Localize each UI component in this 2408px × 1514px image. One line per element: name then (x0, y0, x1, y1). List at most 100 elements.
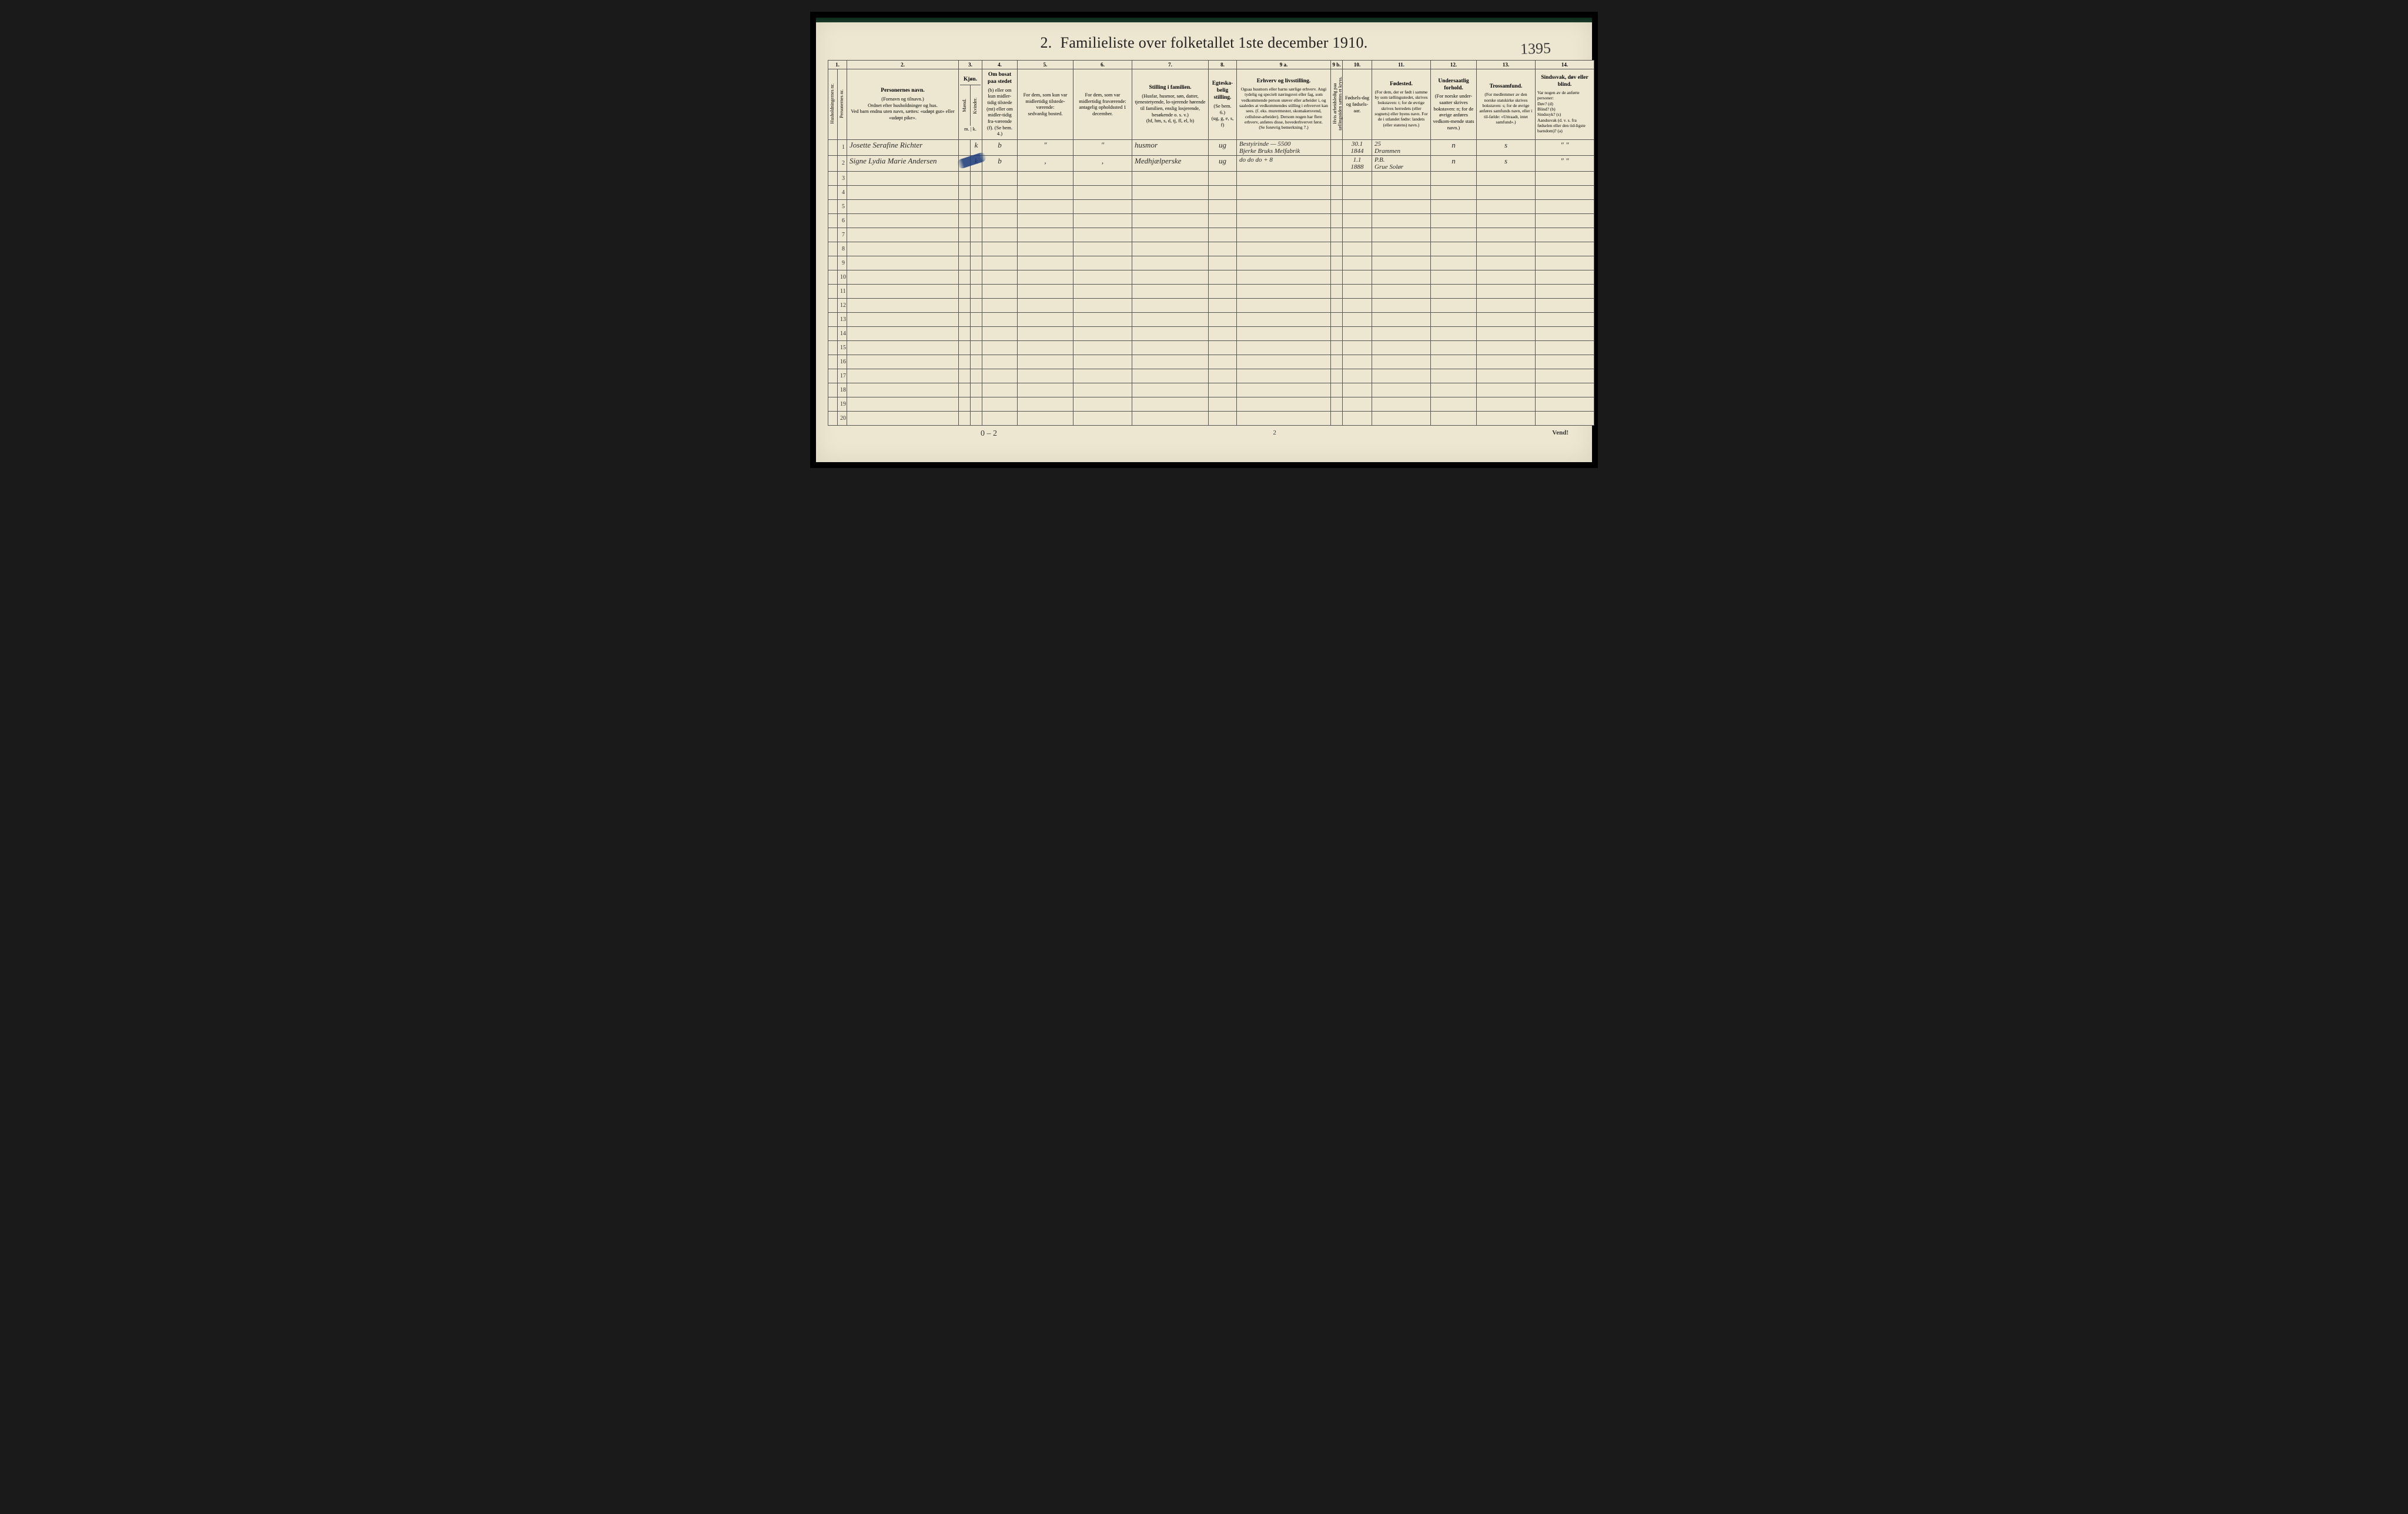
top-edge (816, 18, 1592, 22)
table-cell: s (1477, 155, 1536, 171)
table-cell (1331, 340, 1343, 355)
table-cell (828, 340, 838, 355)
table-cell (1343, 298, 1372, 312)
table-cell (1237, 411, 1331, 425)
table-cell (1209, 355, 1237, 369)
table-row: 2Signe Lydia Marie Andersenkb,,Medhjælpe… (828, 155, 1594, 171)
table-cell (1209, 340, 1237, 355)
table-cell (1431, 411, 1477, 425)
hdr-name: Personernes navn. (Fornavn og tilnavn.) … (847, 69, 959, 140)
table-cell: " (1018, 139, 1073, 155)
table-cell (1018, 411, 1073, 425)
table-cell (1018, 298, 1073, 312)
table-cell (1536, 284, 1594, 298)
table-cell (982, 383, 1018, 397)
table-cell (1372, 256, 1431, 270)
table-cell (1237, 171, 1331, 185)
table-cell (1073, 298, 1132, 312)
table-cell (828, 411, 838, 425)
table-cell (828, 326, 838, 340)
table-cell (1209, 270, 1237, 284)
colnum-13: 13. (1477, 61, 1536, 69)
table-cell (1431, 326, 1477, 340)
table-cell (1477, 242, 1536, 256)
table-cell (1536, 228, 1594, 242)
table-cell (1536, 199, 1594, 213)
table-cell: 18 (838, 383, 847, 397)
table-cell (828, 185, 838, 199)
table-cell (1073, 312, 1132, 326)
table-cell (1132, 369, 1209, 383)
table-cell (982, 256, 1018, 270)
colnum-9b: 9 b. (1331, 61, 1343, 69)
table-cell (1372, 369, 1431, 383)
table-cell (1073, 213, 1132, 228)
colnum-4: 4. (982, 61, 1018, 69)
table-cell (971, 369, 982, 383)
table-cell: P.B. Grue Solør (1372, 155, 1431, 171)
table-cell (959, 284, 971, 298)
table-cell (1431, 355, 1477, 369)
table-cell (1018, 185, 1073, 199)
table-cell (959, 326, 971, 340)
table-cell (1477, 256, 1536, 270)
table-row: 4 (828, 185, 1594, 199)
table-cell (1477, 355, 1536, 369)
table-cell (847, 256, 959, 270)
table-cell: 12 (838, 298, 847, 312)
table-cell (1073, 256, 1132, 270)
table-cell (982, 411, 1018, 425)
footer: 0 – 2 2 Vend! (828, 426, 1580, 439)
table-cell (1209, 171, 1237, 185)
table-cell (1331, 171, 1343, 185)
table-cell: n (1431, 139, 1477, 155)
table-cell (1536, 383, 1594, 397)
table-cell (959, 171, 971, 185)
table-cell: 5 (838, 199, 847, 213)
hdr-unemployed: Hvis arbeidsledig paa tællingstiden sætt… (1331, 69, 1343, 140)
table-cell (982, 171, 1018, 185)
table-cell (1331, 256, 1343, 270)
footer-center: 2 (1273, 429, 1276, 439)
table-cell (1331, 355, 1343, 369)
table-row: 16 (828, 355, 1594, 369)
table-cell (847, 411, 959, 425)
table-cell (1331, 383, 1343, 397)
table-cell (847, 185, 959, 199)
table-cell (1372, 383, 1431, 397)
table-cell (1431, 228, 1477, 242)
table-cell: 1.1 1888 (1343, 155, 1372, 171)
table-row: 7 (828, 228, 1594, 242)
colnum-3: 3. (959, 61, 982, 69)
table-cell (1343, 312, 1372, 326)
table-cell (959, 213, 971, 228)
table-cell (1237, 242, 1331, 256)
table-cell (1331, 228, 1343, 242)
table-cell (1477, 397, 1536, 411)
table-cell (982, 199, 1018, 213)
table-cell (971, 270, 982, 284)
table-cell (959, 242, 971, 256)
table-cell (1209, 185, 1237, 199)
table-cell (847, 298, 959, 312)
table-cell (1372, 355, 1431, 369)
table-cell (1343, 270, 1372, 284)
census-table: 1. 2. 3. 4. 5. 6. 7. 8. 9 a. 9 b. 10. 11… (828, 60, 1594, 426)
page-title: 2.Familieliste over folketallet 1ste dec… (828, 34, 1580, 52)
table-cell (828, 284, 838, 298)
table-cell (1331, 270, 1343, 284)
table-cell (1372, 298, 1431, 312)
header-row: Husholdningernes nr. Personernes nr. Per… (828, 69, 1594, 140)
table-cell (959, 185, 971, 199)
table-cell (1536, 298, 1594, 312)
table-cell (982, 326, 1018, 340)
table-cell: " (1073, 139, 1132, 155)
table-cell (1431, 284, 1477, 298)
table-cell (1237, 284, 1331, 298)
table-row: 13 (828, 312, 1594, 326)
hdr-sex: Kjøn. Mænd. Kvinder. m. | k. (959, 69, 982, 140)
table-cell: 17 (838, 369, 847, 383)
table-cell (1431, 256, 1477, 270)
hdr-birthdate: Fødsels-dag og fødsels-aar. (1343, 69, 1372, 140)
table-cell (1477, 213, 1536, 228)
